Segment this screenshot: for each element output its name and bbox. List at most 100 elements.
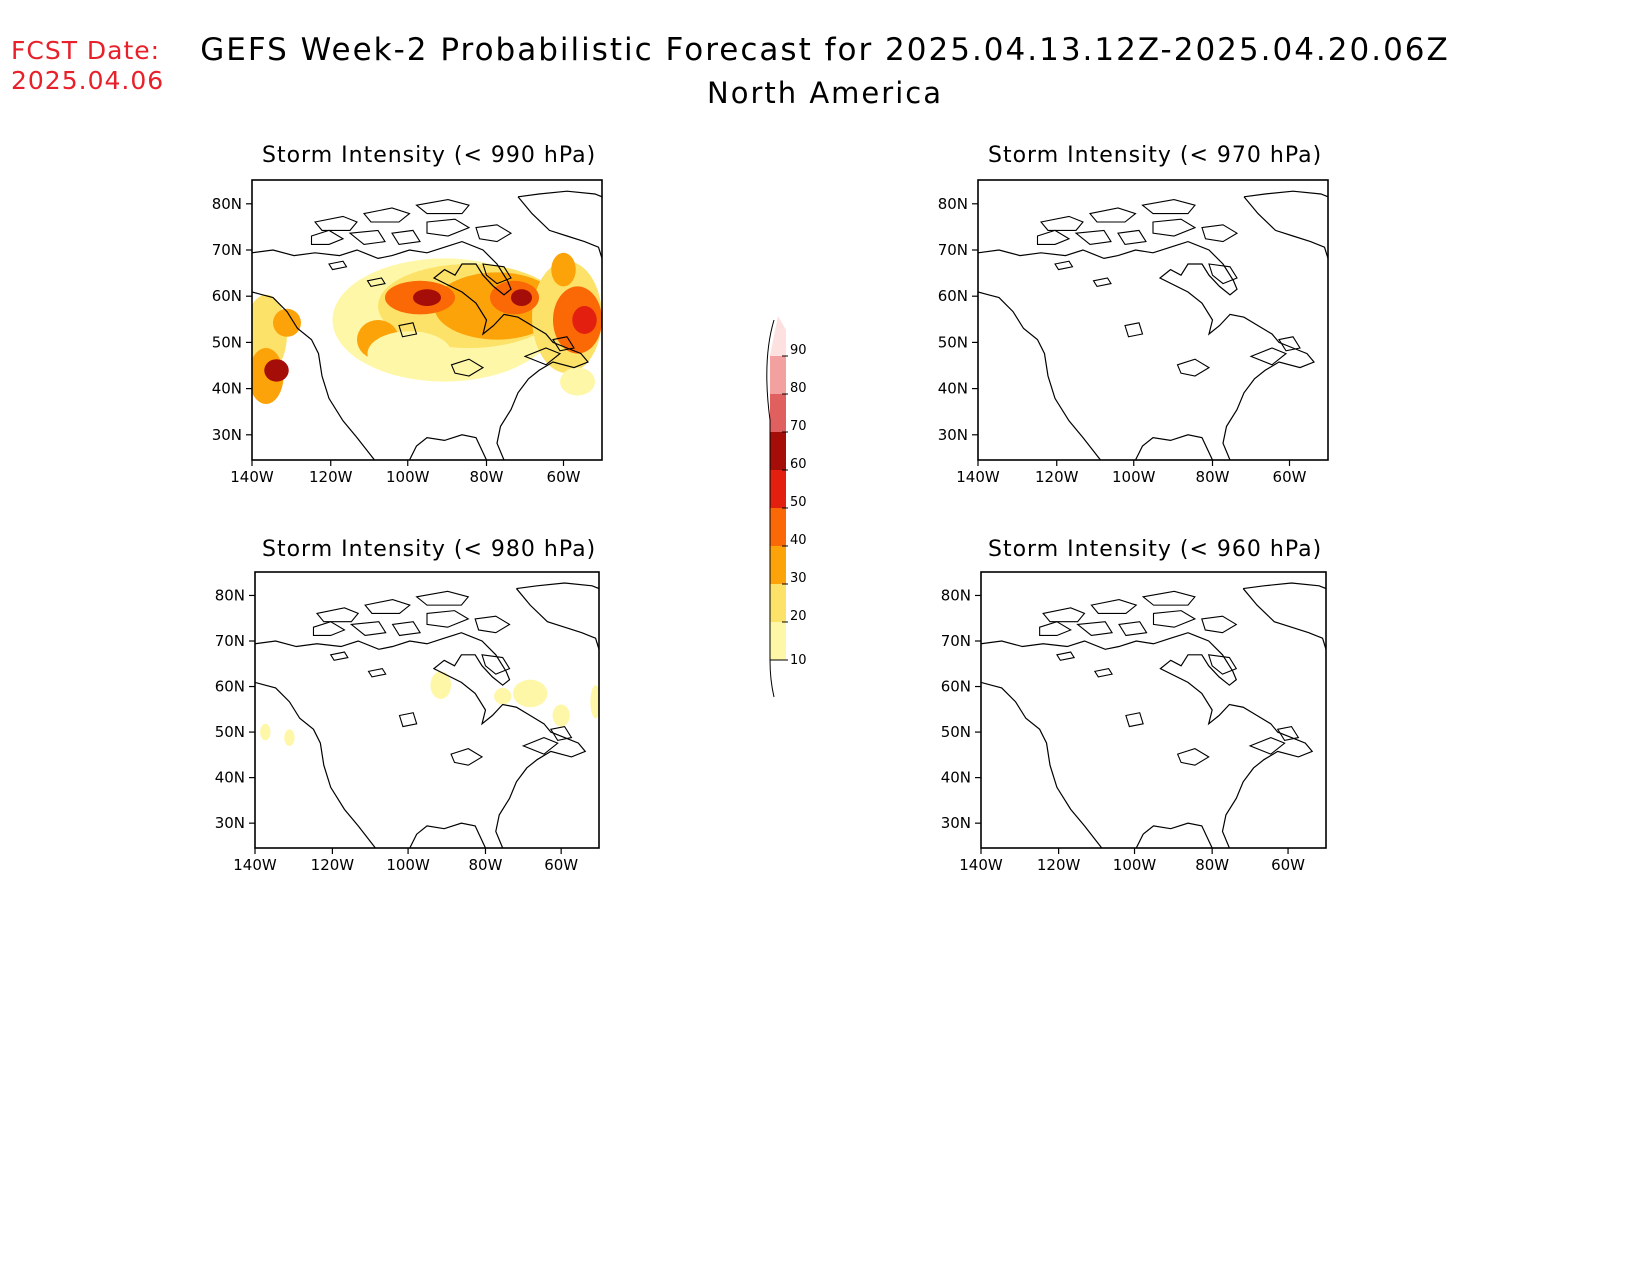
lon-tick-label: 80W bbox=[1196, 468, 1230, 486]
coastline bbox=[1242, 588, 1326, 650]
lon-tick-label: 140W bbox=[230, 468, 274, 486]
map-panel-p990: 80N 70N 60N 50N 40N 30N 140W 120W 100W 80W 60W bbox=[212, 179, 603, 486]
island-outline bbox=[398, 322, 418, 338]
coastline bbox=[978, 240, 1315, 460]
map-frame bbox=[251, 179, 603, 461]
lat-tick-label: 70N bbox=[212, 241, 242, 259]
island-outline bbox=[1141, 590, 1196, 606]
island-outline bbox=[426, 610, 470, 628]
island-outline bbox=[481, 654, 511, 675]
page-subtitle: North America bbox=[707, 76, 943, 110]
coastline bbox=[516, 582, 599, 590]
lat-tick-label: 80N bbox=[941, 586, 971, 604]
island-outline bbox=[1117, 229, 1147, 245]
island-outline bbox=[415, 590, 470, 606]
island-outline bbox=[1176, 358, 1211, 377]
lon-tick-label: 140W bbox=[233, 856, 277, 874]
coastline bbox=[978, 291, 1101, 460]
island-outline bbox=[552, 336, 575, 352]
lat-tick-label: 30N bbox=[938, 426, 968, 444]
island-outline bbox=[328, 260, 348, 271]
probability-region bbox=[260, 723, 271, 741]
lon-tick-label: 80W bbox=[1195, 856, 1229, 874]
lat-tick-label: 40N bbox=[212, 380, 242, 398]
coastline bbox=[409, 822, 487, 848]
lon-tick-label: 120W bbox=[309, 468, 353, 486]
island-outline bbox=[1088, 207, 1137, 223]
island-outline bbox=[349, 621, 387, 637]
coastline bbox=[1243, 196, 1328, 259]
panel-title-980: Storm Intensity (< 980 hPa) bbox=[262, 537, 597, 562]
coastline bbox=[1243, 582, 1326, 590]
probability-region bbox=[572, 306, 597, 334]
island-outline bbox=[426, 218, 471, 237]
colorbar-segment bbox=[770, 546, 786, 584]
lat-tick-label: 70N bbox=[938, 241, 968, 259]
lon-tick-label: 140W bbox=[959, 856, 1003, 874]
lat-tick-label: 80N bbox=[938, 195, 968, 213]
lat-tick-label: 50N bbox=[938, 333, 968, 351]
island-outline bbox=[415, 199, 470, 215]
island-outline bbox=[450, 748, 484, 766]
coastline bbox=[255, 681, 376, 848]
island-outline bbox=[1248, 737, 1286, 755]
colorbar-segment bbox=[770, 470, 786, 508]
island-outline bbox=[1208, 263, 1238, 285]
colorbar-label: 80 bbox=[790, 381, 807, 396]
island-outline bbox=[367, 667, 387, 678]
coastline bbox=[408, 434, 488, 460]
panel-title-960: Storm Intensity (< 960 hPa) bbox=[988, 537, 1323, 562]
colorbar-segment bbox=[770, 622, 786, 660]
island-outline bbox=[1152, 610, 1197, 628]
colorbar-label: 60 bbox=[790, 457, 807, 472]
colorbar: 10 20 30 40 50 60 70 80 90 bbox=[766, 316, 807, 698]
colorbar-segment bbox=[770, 584, 786, 622]
lat-tick-label: 60N bbox=[941, 678, 971, 696]
island-outline bbox=[1207, 654, 1238, 675]
lon-tick-label: 60W bbox=[547, 468, 581, 486]
island-outline bbox=[364, 599, 411, 614]
probability-region bbox=[551, 252, 576, 287]
colorbar-segment bbox=[770, 432, 786, 470]
probability-region bbox=[590, 685, 599, 719]
probability-region bbox=[264, 359, 289, 382]
island-outline bbox=[1074, 229, 1112, 245]
map-frame bbox=[980, 571, 1327, 849]
colorbar-segment bbox=[770, 316, 786, 356]
coastline bbox=[252, 291, 375, 460]
island-outline bbox=[329, 651, 349, 661]
forecast-date-label: FCST Date: 2025.04.06 bbox=[11, 36, 164, 96]
colorbar-segment bbox=[770, 394, 786, 432]
probability-region bbox=[367, 331, 452, 376]
probability-region bbox=[511, 289, 532, 306]
island-outline bbox=[1090, 599, 1138, 614]
coastline bbox=[1134, 434, 1214, 460]
forecast-date-value: 2025.04.06 bbox=[11, 66, 165, 95]
island-outline bbox=[549, 725, 573, 741]
island-outline bbox=[391, 229, 421, 245]
page-title: GEFS Week-2 Probabilistic Forecast for 2… bbox=[200, 32, 1450, 68]
island-outline bbox=[1093, 667, 1113, 678]
lon-tick-label: 120W bbox=[1037, 856, 1081, 874]
island-outline bbox=[313, 215, 358, 231]
probability-region bbox=[494, 687, 512, 705]
colorbar-label: 50 bbox=[790, 495, 807, 510]
map-panel-p980: 80N 70N 60N 50N 40N 30N 140W 120W 100W 80W 60W bbox=[215, 571, 600, 874]
map-area bbox=[978, 190, 1328, 460]
lat-tick-label: 40N bbox=[215, 769, 245, 787]
lon-tick-label: 60W bbox=[1273, 468, 1307, 486]
island-outline bbox=[1042, 607, 1086, 623]
map-panel-p960: 80N 70N 60N 50N 40N 30N 140W 120W 100W 80W 60W bbox=[941, 571, 1327, 874]
lon-tick-label: 100W bbox=[386, 468, 430, 486]
island-outline bbox=[474, 615, 511, 634]
map-frame bbox=[977, 179, 1329, 461]
lon-tick-label: 100W bbox=[1113, 856, 1157, 874]
island-outline bbox=[1124, 322, 1144, 338]
map-panel-p970: 80N 70N 60N 50N 40N 30N 140W 120W 100W 80W 60W bbox=[938, 179, 1329, 486]
island-outline bbox=[523, 347, 562, 366]
lon-tick-label: 140W bbox=[956, 468, 1000, 486]
coastline bbox=[252, 240, 589, 460]
island-outline bbox=[1092, 277, 1112, 288]
panel-title-990: Storm Intensity (< 990 hPa) bbox=[262, 143, 597, 168]
